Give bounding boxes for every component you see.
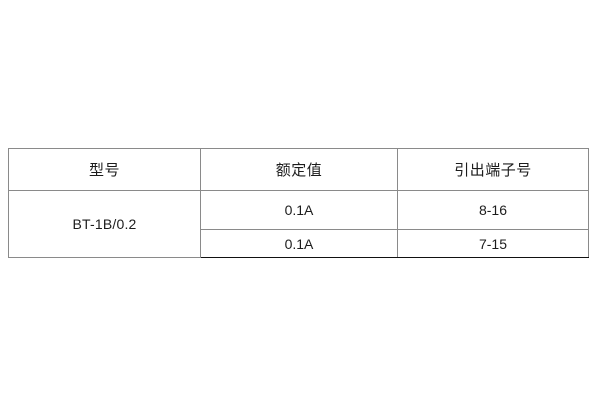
table-row: 0.1A 7-15 [9, 229, 589, 258]
cell-model: BT-1B/0.2 [8, 190, 201, 258]
table-header-row: 型号 额定值 引出端子号 [8, 148, 589, 191]
table-header: 型号 额定值 引出端子号 [8, 148, 589, 191]
cell-rated-value: 0.1A [200, 229, 398, 258]
column-header-rated-value: 额定值 [200, 148, 398, 191]
cell-terminal-number: 8-16 [397, 190, 589, 230]
table-row: BT-1B/0.2 0.1A 8-16 [8, 190, 589, 258]
cell-terminal-number: 7-15 [397, 229, 589, 258]
specification-table: 型号 额定值 引出端子号 BT-1B/0.2 0.1A 8-16 0.1A 7-… [8, 148, 589, 258]
column-header-model: 型号 [8, 148, 201, 191]
spec-table-container: 型号 额定值 引出端子号 BT-1B/0.2 0.1A 8-16 0.1A 7-… [8, 148, 589, 258]
column-header-terminal-number: 引出端子号 [397, 148, 589, 191]
cell-rated-value: 0.1A [200, 190, 398, 230]
table-body: BT-1B/0.2 0.1A 8-16 0.1A 7-15 [8, 190, 589, 258]
